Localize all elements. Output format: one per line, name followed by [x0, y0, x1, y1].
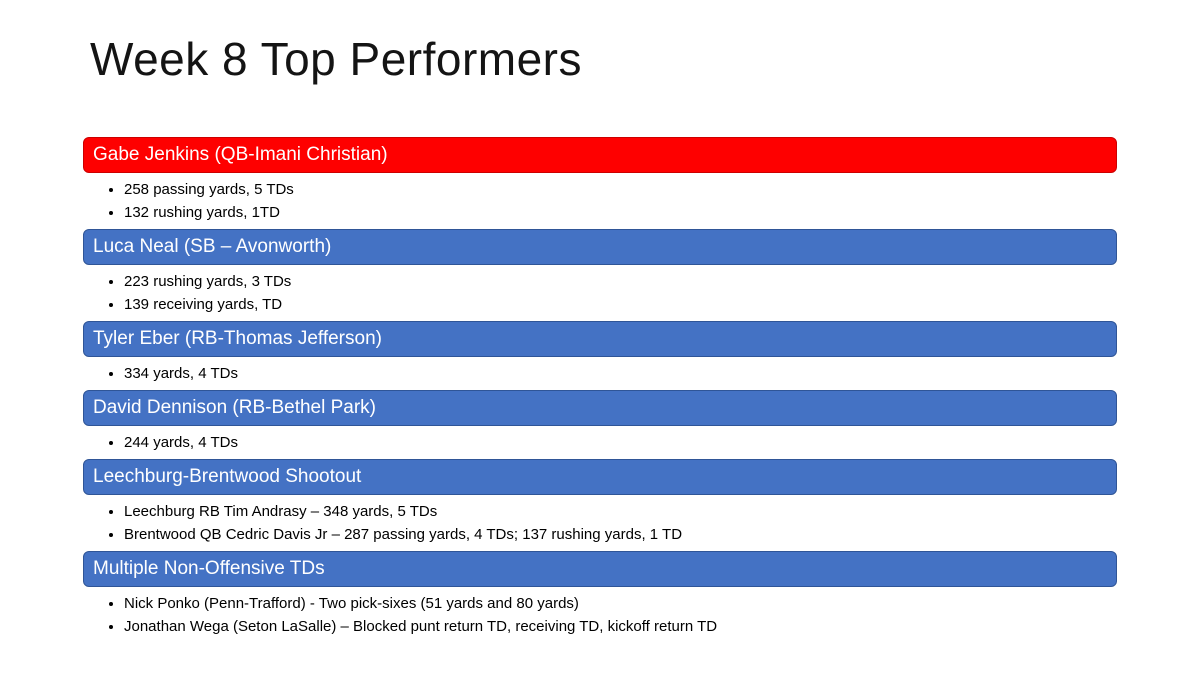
section-header-bar: Leechburg-Brentwood Shootout: [83, 459, 1117, 495]
section-bullet-list: 258 passing yards, 5 TDs132 rushing yard…: [83, 178, 1117, 224]
performers-list: Gabe Jenkins (QB-Imani Christian) 258 pas…: [83, 137, 1117, 643]
bullet-item: 132 rushing yards, 1TD: [124, 201, 1117, 224]
section-header-bar: Gabe Jenkins (QB-Imani Christian): [83, 137, 1117, 173]
section-header-bar: Luca Neal (SB – Avonworth): [83, 229, 1117, 265]
bullet-item: 223 rushing yards, 3 TDs: [124, 270, 1117, 293]
section-header-bar: Multiple Non-Offensive TDs: [83, 551, 1117, 587]
bullet-item: 244 yards, 4 TDs: [124, 431, 1117, 454]
section-bullet-list: Nick Ponko (Penn-Trafford) - Two pick-si…: [83, 592, 1117, 638]
section-bullet-list: Leechburg RB Tim Andrasy – 348 yards, 5 …: [83, 500, 1117, 546]
bullet-item: Jonathan Wega (Seton LaSalle) – Blocked …: [124, 615, 1117, 638]
section-header-bar: David Dennison (RB-Bethel Park): [83, 390, 1117, 426]
bullet-item: Brentwood QB Cedric Davis Jr – 287 passi…: [124, 523, 1117, 546]
section-bullet-list: 334 yards, 4 TDs: [83, 362, 1117, 385]
section-bullet-list: 223 rushing yards, 3 TDs139 receiving ya…: [83, 270, 1117, 316]
bullet-item: 258 passing yards, 5 TDs: [124, 178, 1117, 201]
bullet-item: 334 yards, 4 TDs: [124, 362, 1117, 385]
bullet-item: Leechburg RB Tim Andrasy – 348 yards, 5 …: [124, 500, 1117, 523]
bullet-item: 139 receiving yards, TD: [124, 293, 1117, 316]
section-header-bar: Tyler Eber (RB-Thomas Jefferson): [83, 321, 1117, 357]
bullet-item: Nick Ponko (Penn-Trafford) - Two pick-si…: [124, 592, 1117, 615]
slide-title: Week 8 Top Performers: [90, 33, 582, 85]
section-bullet-list: 244 yards, 4 TDs: [83, 431, 1117, 454]
